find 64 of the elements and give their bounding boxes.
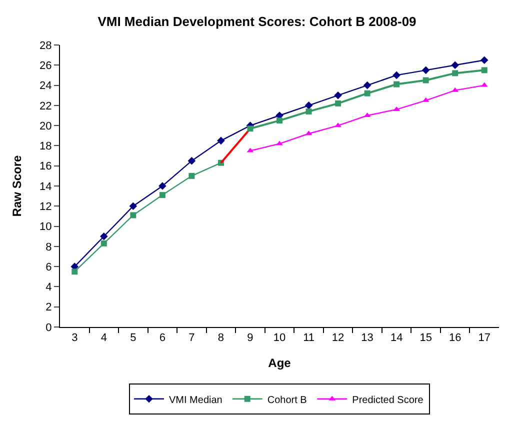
x-tick-label: 7	[188, 332, 195, 344]
point	[247, 126, 254, 132]
y-tick-label: 22	[40, 100, 52, 112]
point	[422, 77, 429, 84]
y-tick-label: 14	[40, 180, 52, 193]
point	[363, 81, 372, 90]
y-tick-label: 20	[40, 120, 52, 132]
y-tick-label: 28	[40, 40, 52, 52]
point	[394, 81, 400, 88]
x-tick-label: 5	[130, 332, 136, 344]
x-tick-label: 9	[247, 332, 254, 344]
point	[188, 156, 196, 165]
point	[364, 90, 370, 96]
point	[158, 182, 166, 190]
y-tick-label: 24	[40, 80, 52, 92]
point	[335, 100, 342, 106]
point	[334, 122, 342, 128]
point	[480, 56, 488, 64]
point	[159, 192, 166, 198]
legend-label: Predicted Score	[352, 394, 424, 406]
point	[217, 136, 225, 145]
point	[130, 212, 136, 218]
point	[306, 108, 312, 114]
point	[334, 91, 342, 100]
legend-label: Cohort B	[267, 394, 308, 406]
y-tick-label: 0	[46, 322, 52, 334]
y-tick-label: 4	[46, 282, 52, 294]
x-tick-label: 17	[478, 332, 490, 344]
y-tick-label: 12	[40, 200, 52, 213]
x-tick-label: 3	[72, 332, 78, 344]
y-tick-label: 2	[46, 302, 52, 314]
x-tick-label: 6	[159, 332, 166, 344]
x-tick-label: 15	[420, 332, 432, 344]
x-tick-label: 10	[273, 332, 286, 344]
x-tick-label: 4	[100, 332, 107, 344]
y-axis-title: Raw Score	[10, 154, 24, 217]
y-tick-label: 26	[40, 60, 52, 72]
point	[72, 268, 78, 275]
point	[422, 66, 430, 74]
x-axis-title: Age	[268, 356, 292, 370]
legend-label: VMI Median	[169, 394, 222, 406]
point	[481, 67, 488, 74]
point	[304, 102, 313, 110]
chart-title: VMI Median Development Scores: Cohort B 2008-09	[98, 14, 416, 30]
point	[451, 61, 459, 70]
x-tick-label: 16	[448, 332, 462, 344]
y-tick-label: 18	[40, 140, 52, 153]
point	[188, 172, 195, 179]
x-tick-label: 14	[390, 332, 403, 344]
point	[100, 240, 107, 246]
x-tick-label: 11	[303, 332, 314, 344]
y-tick-label: 8	[46, 241, 52, 254]
y-tick-label: 10	[40, 221, 52, 234]
point	[452, 70, 458, 76]
x-tick-label: 8	[218, 332, 224, 344]
point	[276, 118, 282, 124]
x-tick-label: 13	[361, 332, 374, 344]
point	[276, 140, 283, 146]
x-tick-label: 12	[332, 332, 344, 344]
y-tick-label: 16	[40, 160, 52, 173]
point	[129, 202, 138, 210]
point	[392, 71, 400, 80]
y-tick-label: 6	[46, 261, 52, 274]
point	[100, 232, 108, 240]
